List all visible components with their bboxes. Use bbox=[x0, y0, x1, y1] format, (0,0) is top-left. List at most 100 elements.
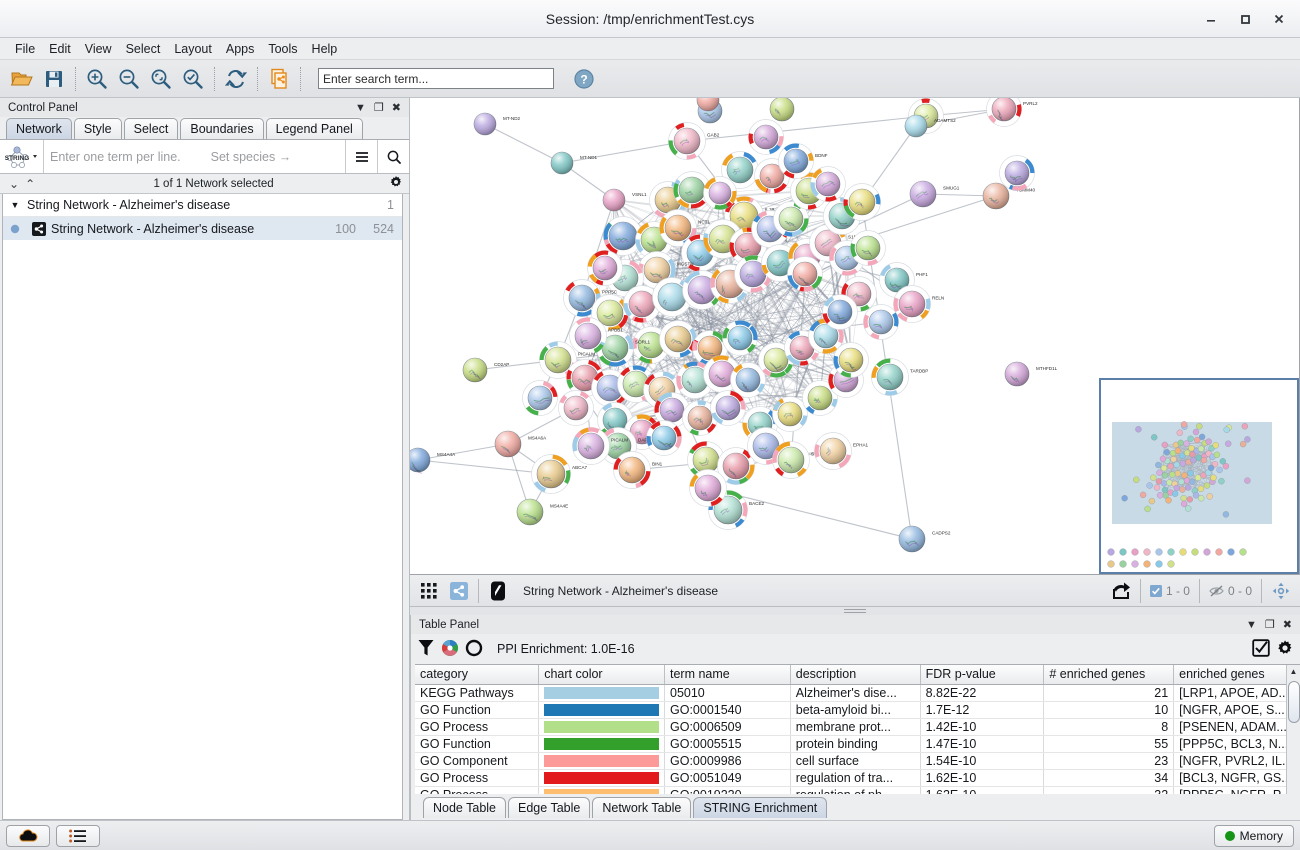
table-vertical-scrollbar[interactable]: ▲ bbox=[1286, 665, 1300, 794]
network-status-dot-icon bbox=[3, 224, 27, 234]
svg-text:MT-ND1: MT-ND1 bbox=[580, 155, 598, 160]
enrichment-table-container[interactable]: category chart color term name descripti… bbox=[415, 664, 1300, 794]
table-panel-dropdown-icon[interactable]: ▼ bbox=[1246, 618, 1257, 631]
share-network-icon[interactable] bbox=[444, 578, 474, 604]
table-panel-close-icon[interactable]: ✖ bbox=[1282, 619, 1292, 631]
tab-node-table[interactable]: Node Table bbox=[423, 797, 507, 818]
control-panel-dropdown-icon[interactable]: ▼ bbox=[355, 101, 366, 114]
annotation-icon[interactable] bbox=[483, 578, 513, 604]
control-panel-tabs: Network Style Select Boundaries Legend P… bbox=[0, 117, 409, 140]
tab-string-enrichment[interactable]: STRING Enrichment bbox=[693, 797, 828, 818]
control-panel-float-icon[interactable]: ❐ bbox=[373, 102, 384, 114]
expand-all-icon[interactable]: ⌃ bbox=[25, 176, 36, 191]
set-species-link[interactable]: Set species → bbox=[210, 149, 292, 164]
network-tree-item[interactable]: String Network - Alzheimer's disease 100… bbox=[3, 217, 402, 240]
open-folder-icon[interactable] bbox=[6, 63, 38, 95]
grid-layout-icon[interactable] bbox=[414, 578, 444, 604]
selected-nodes-count: 1 - 0 bbox=[1165, 583, 1190, 598]
tab-legend-panel[interactable]: Legend Panel bbox=[265, 118, 363, 139]
panel-splitter[interactable] bbox=[410, 607, 1300, 615]
table-tabs: Node Table Edge Table Network Table STRI… bbox=[411, 794, 1300, 820]
menu-edit[interactable]: Edit bbox=[49, 41, 71, 56]
export-network-icon[interactable] bbox=[263, 63, 295, 95]
svg-text:IL1B: IL1B bbox=[765, 207, 774, 212]
fit-content-icon[interactable] bbox=[1266, 578, 1296, 604]
collapse-all-icon[interactable]: ⌄ bbox=[9, 176, 20, 191]
scrollbar-thumb[interactable] bbox=[1287, 681, 1300, 723]
string-search-input[interactable]: Enter one term per line. Set species → bbox=[44, 140, 345, 173]
maximize-icon[interactable] bbox=[1228, 4, 1262, 34]
svg-text:PICALM: PICALM bbox=[578, 351, 595, 356]
save-icon[interactable] bbox=[38, 63, 70, 95]
menu-help[interactable]: Help bbox=[311, 41, 338, 56]
help-icon[interactable]: ? bbox=[568, 63, 600, 95]
tab-select[interactable]: Select bbox=[123, 118, 179, 139]
close-icon[interactable] bbox=[1262, 4, 1296, 34]
table-row[interactable]: GO Function GO:0005515 protein binding 1.47… bbox=[415, 735, 1300, 753]
svg-text:ABCA7: ABCA7 bbox=[572, 465, 588, 470]
menu-file[interactable]: File bbox=[15, 41, 36, 56]
cloud-icon[interactable] bbox=[6, 824, 50, 847]
network-edge-count: 524 bbox=[373, 221, 394, 236]
column-header-category[interactable]: category bbox=[415, 665, 540, 685]
cell-category: GO Function bbox=[415, 701, 540, 719]
column-header-description[interactable]: description bbox=[790, 665, 921, 685]
cell-term-name: GO:0001540 bbox=[664, 701, 791, 719]
column-header-term-name[interactable]: term name bbox=[664, 665, 791, 685]
gear-icon[interactable] bbox=[389, 175, 403, 192]
svg-text:VSNL1: VSNL1 bbox=[632, 192, 647, 197]
table-row[interactable]: GO Component GO:0009986 cell surface 1.54E-… bbox=[415, 752, 1300, 770]
title-bar: Session: /tmp/enrichmentTest.cys bbox=[0, 0, 1300, 38]
tab-boundaries[interactable]: Boundaries bbox=[180, 118, 264, 139]
donut-chart-icon[interactable] bbox=[465, 639, 483, 660]
memory-button[interactable]: Memory bbox=[1213, 824, 1294, 847]
tab-edge-table[interactable]: Edge Table bbox=[508, 797, 591, 818]
table-row[interactable]: GO Function GO:0001540 beta-amyloid bi... 1… bbox=[415, 701, 1300, 719]
gear-icon[interactable] bbox=[1276, 639, 1294, 660]
scroll-up-icon[interactable]: ▲ bbox=[1289, 667, 1298, 676]
table-row[interactable]: GO Process GO:0051049 regulation of tra...… bbox=[415, 769, 1300, 787]
birds-eye-overview[interactable] bbox=[1099, 378, 1299, 574]
column-header-enriched-count[interactable]: # enriched genes bbox=[1043, 665, 1175, 685]
cell-enriched-genes: [BCL3, NGFR, GS... bbox=[1173, 769, 1300, 787]
cell-enriched-genes: [NGFR, APOE, S... bbox=[1173, 701, 1300, 719]
filter-icon[interactable] bbox=[417, 638, 435, 661]
network-tree-group-row[interactable]: ▼ String Network - Alzheimer's disease 1 bbox=[3, 194, 402, 217]
menu-layout[interactable]: Layout bbox=[174, 41, 212, 56]
menu-apps[interactable]: Apps bbox=[225, 41, 255, 56]
table-panel-float-icon[interactable]: ❐ bbox=[1264, 619, 1275, 631]
export-image-icon[interactable] bbox=[1106, 578, 1136, 604]
tab-style[interactable]: Style bbox=[73, 118, 122, 139]
string-logo-icon[interactable]: STRING bbox=[0, 140, 44, 173]
magnifier-icon[interactable] bbox=[377, 140, 409, 173]
network-view-canvas[interactable]: MT-ND2MT-ND1VSNL1GAB2FAS1IL1BCLUMMENCT1C… bbox=[410, 98, 1300, 575]
tab-network[interactable]: Network bbox=[6, 118, 72, 139]
column-header-fdr-pvalue[interactable]: FDR p-value bbox=[920, 665, 1045, 685]
menu-tools[interactable]: Tools bbox=[268, 41, 298, 56]
menu-select[interactable]: Select bbox=[125, 41, 161, 56]
checkbox-icon[interactable] bbox=[1252, 638, 1270, 660]
table-row[interactable]: GO Process GO:0019220regulation of ph...1… bbox=[415, 786, 1300, 794]
minimize-icon[interactable] bbox=[1194, 4, 1228, 34]
cell-term-name: GO:0051049 bbox=[664, 769, 791, 787]
search-input[interactable] bbox=[318, 68, 554, 89]
zoom-fit-icon[interactable] bbox=[145, 63, 177, 95]
svg-text:MTHFD1L: MTHFD1L bbox=[1036, 366, 1058, 371]
svg-text:PPP5C: PPP5C bbox=[602, 289, 618, 294]
control-panel-close-icon[interactable]: ✖ bbox=[391, 102, 401, 114]
zoom-out-icon[interactable] bbox=[113, 63, 145, 95]
tab-network-table[interactable]: Network Table bbox=[592, 797, 692, 818]
menu-view[interactable]: View bbox=[84, 41, 112, 56]
refresh-icon[interactable] bbox=[220, 63, 252, 95]
zoom-selected-icon[interactable] bbox=[177, 63, 209, 95]
task-list-icon[interactable] bbox=[56, 824, 100, 847]
color-wheel-icon[interactable] bbox=[441, 639, 459, 660]
zoom-in-icon[interactable] bbox=[81, 63, 113, 95]
table-row[interactable]: GO Process GO:0006509 membrane prot... 1.42… bbox=[415, 718, 1300, 736]
svg-text:APBB1: APBB1 bbox=[608, 327, 623, 332]
hamburger-icon[interactable] bbox=[345, 140, 377, 173]
table-row[interactable]: KEGG Pathways 05010 Alzheimer's dise... 8.8… bbox=[415, 684, 1300, 702]
column-header-enriched-genes[interactable]: enriched genes bbox=[1173, 665, 1300, 685]
column-header-chart-color[interactable]: chart color bbox=[538, 665, 665, 685]
expand-arrow-icon[interactable]: ▼ bbox=[10, 200, 20, 210]
